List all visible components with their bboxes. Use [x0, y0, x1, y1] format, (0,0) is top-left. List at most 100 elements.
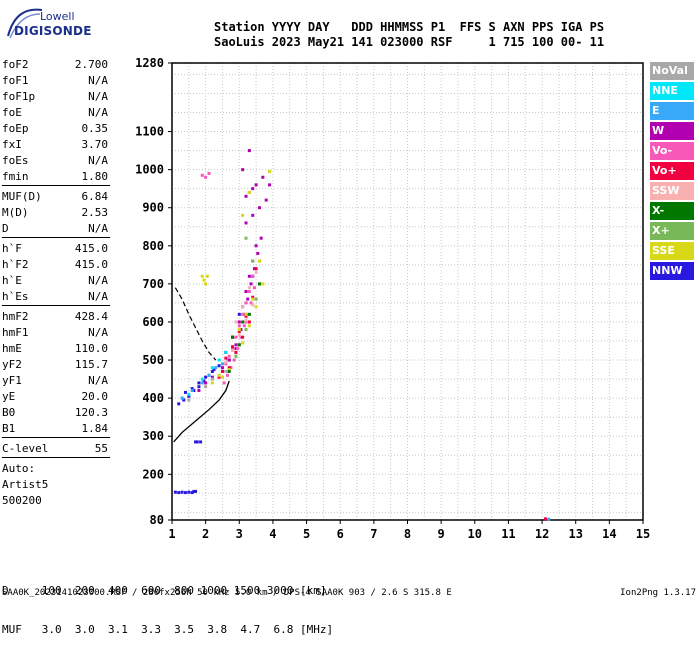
echo-point-w — [268, 183, 272, 187]
echo-point-sse — [202, 278, 206, 282]
echo-point-vo- — [254, 267, 258, 271]
echo-point-nnw — [194, 440, 198, 444]
x-tick-label: 8 — [404, 527, 411, 541]
param-label: yF1 — [2, 374, 22, 387]
echo-point-sse — [268, 170, 272, 174]
param-row: foF2 2.700 — [2, 56, 110, 72]
echo-point-e — [180, 396, 184, 400]
legend-item-ssw: SSW — [650, 182, 694, 200]
param-value: 120.3 — [74, 406, 108, 419]
echo-point-nnw — [190, 491, 194, 495]
version-label: Ion2Png 1.3.17 — [620, 588, 696, 598]
echo-point-vo- — [227, 366, 231, 370]
y-tick-label: 80 — [150, 513, 164, 527]
echo-point-nnw — [177, 491, 181, 495]
echo-point-nnw — [183, 491, 187, 495]
legend-item-nne: NNE — [650, 82, 694, 100]
param-label: hmF2 — [2, 310, 29, 323]
x-tick-label: 14 — [602, 527, 616, 541]
y-tick-label: 1000 — [135, 163, 164, 177]
param-label: Auto: — [2, 462, 36, 475]
param-value: 115.7 — [74, 358, 108, 371]
echo-point-w — [244, 290, 248, 293]
echo-point-noval — [187, 398, 191, 402]
echo-point-nnw — [192, 489, 196, 493]
logo-bottom-text: DIGISONDE — [14, 24, 92, 38]
echo-point-vo- — [239, 335, 243, 339]
y-tick-label: 900 — [142, 201, 164, 215]
echo-point-e — [207, 373, 211, 377]
echo-point-nnw — [192, 389, 196, 393]
echo-point-vo- — [207, 171, 211, 175]
param-row: Auto: — [2, 460, 110, 476]
param-label: hmE — [2, 342, 22, 355]
param-label: yE — [2, 390, 16, 403]
param-row: hmF1 N/A — [2, 324, 110, 340]
echo-point-nnw — [190, 387, 194, 391]
echo-point-ssw — [254, 270, 258, 274]
echo-point-w — [264, 198, 268, 202]
echo-point-sse — [241, 341, 245, 345]
legend-item-vo-: Vo+ — [650, 162, 694, 180]
echo-point-vo- — [200, 173, 204, 177]
y-tick-label: 600 — [142, 315, 164, 329]
echo-point-nnw — [202, 379, 206, 383]
echo-point-w — [220, 366, 224, 370]
param-row: yF2 115.7 — [2, 356, 110, 372]
param-row: MUF(D) 6.84 — [2, 188, 110, 204]
echo-point-w — [257, 206, 261, 210]
echo-point-vo- — [244, 301, 248, 305]
echo-point-vo- — [227, 354, 231, 358]
param-label: h`F — [2, 242, 22, 255]
x-tick-label: 5 — [303, 527, 310, 541]
header-columns: Station YYYY DAY DDD HHMMSS P1 FFS S AXN… — [214, 20, 605, 34]
echo-point-w — [239, 328, 243, 332]
echo-point-vo- — [224, 356, 228, 360]
param-row: M(D) 2.53 — [2, 204, 110, 220]
param-row: B1 1.84 — [2, 420, 110, 436]
logo-swoosh-icon — [7, 8, 43, 39]
file-info: SAA0K_2023141023000.RSF / 280fx256h 50 k… — [2, 588, 452, 598]
y-tick-label: 400 — [142, 391, 164, 405]
legend-item-nnw: NNW — [650, 262, 694, 280]
param-label: C-level — [2, 442, 49, 455]
param-separator — [2, 305, 110, 306]
param-value: 428.4 — [74, 310, 108, 323]
param-value: 0.35 — [81, 122, 109, 135]
echo-point-sse — [251, 297, 255, 301]
param-label: MUF(D) — [2, 190, 42, 203]
echo-point-vo- — [224, 362, 228, 366]
x-tick-label: 1 — [168, 527, 175, 541]
param-row: yF1 N/A — [2, 372, 110, 388]
parameter-table: foF2 2.700 foF1 N/A foF1p N/A foE N/A foEp 0.35 fx… — [2, 56, 110, 508]
echo-point-w — [246, 297, 250, 301]
echo-point-nnw — [199, 440, 203, 444]
param-value: 110.0 — [74, 342, 108, 355]
echo-point-x- — [247, 312, 251, 316]
param-label: hmF1 — [2, 326, 29, 339]
param-label: fmin — [2, 170, 29, 183]
echo-point-vo- — [217, 375, 221, 379]
param-label: h`E — [2, 274, 22, 287]
x-tick-label: 6 — [337, 527, 344, 541]
y-tick-label: 700 — [142, 277, 164, 291]
param-row: foEp 0.35 — [2, 120, 110, 136]
y-tick-label: 1280 — [135, 56, 164, 70]
param-row: foE N/A — [2, 104, 110, 120]
muf-row: MUF 3.0 3.0 3.1 3.3 3.5 3.8 4.7 6.8 [MHz… — [2, 623, 334, 636]
echo-point-e — [190, 389, 194, 393]
echo-point-nne — [210, 366, 214, 370]
echo-point-w — [251, 213, 255, 217]
param-value: N/A — [88, 274, 108, 287]
echo-point-w — [244, 221, 248, 225]
echo-point-nne — [200, 377, 204, 381]
param-label: foEs — [2, 154, 29, 167]
echo-point-vo- — [242, 324, 246, 328]
x-tick-label: 2 — [202, 527, 209, 541]
echo-point-sse — [247, 324, 251, 328]
echo-point-nnw — [173, 490, 177, 494]
param-value: 1.84 — [81, 422, 109, 435]
echo-point-e — [200, 381, 204, 385]
echo-point-vo- — [244, 314, 248, 318]
muf-table: D 100 200 400 600 800 1000 1500 3000 [km… — [2, 558, 333, 649]
